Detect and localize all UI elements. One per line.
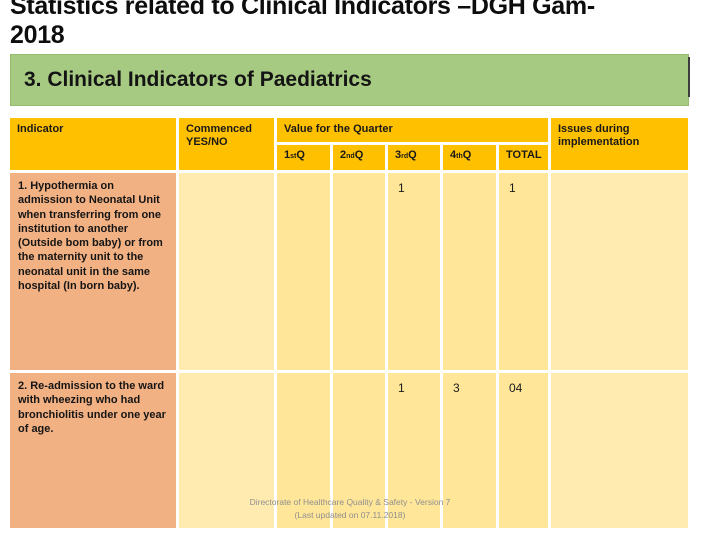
q2-num: 2: [340, 149, 347, 162]
section-banner-label: 3. Clinical Indicators of Paediatrics: [24, 68, 372, 91]
row2-q4-cell: 3: [443, 373, 496, 528]
header-value-for-quarter: Value for the Quarter: [277, 118, 548, 142]
row1-issues-cell: [551, 173, 688, 370]
row1-q2-cell: [333, 173, 385, 370]
row2-indicator-cell: 2. Re-admission to the ward with wheezin…: [10, 373, 176, 528]
header-commenced: Commenced YES/NO: [179, 118, 274, 170]
q3-ordinal: rd: [401, 152, 409, 160]
q3-suffix: Q: [408, 149, 417, 162]
q3-num: 3: [395, 149, 402, 162]
footer-line2: (Last updated on 07.11.2018): [294, 509, 406, 520]
row2-commenced-cell: [179, 373, 274, 528]
text-cursor-artifact: [688, 57, 690, 97]
clinical-indicators-table: Indicator Commenced YES/NO Value for the…: [10, 118, 688, 528]
row1-total-cell: 1: [499, 173, 548, 370]
header-issues: Issues during implementation: [551, 118, 688, 170]
q1-num: 1: [284, 149, 291, 162]
row2-total-cell: 04: [499, 373, 548, 528]
row1-q4-cell: [443, 173, 496, 370]
header-indicator: Indicator: [10, 118, 176, 170]
q1-ordinal: st: [290, 152, 297, 160]
footer-line1: Directorate of Healthcare Quality & Safe…: [249, 497, 451, 507]
row1-indicator-cell: 1. Hypothermia on admission to Neonatal …: [10, 173, 176, 370]
slide-title: Statistics related to Clinical Indicator…: [10, 0, 710, 50]
header-total: TOTAL: [499, 145, 548, 170]
row2-q2-cell: [333, 373, 385, 528]
row2-q3-cell: 1: [388, 373, 440, 528]
row2-q1-cell: [277, 373, 330, 528]
slide-title-line2: 2018: [10, 21, 65, 49]
slide-title-line1: Statistics related to Clinical Indicator…: [10, 0, 595, 20]
q2-ordinal: nd: [346, 152, 355, 160]
q2-suffix: Q: [354, 149, 364, 162]
q4-ordinal: th: [456, 152, 463, 160]
row1-q1-cell: [277, 173, 330, 370]
row1-q3-cell: 1: [388, 173, 440, 370]
slide-footer: Directorate of Healthcare Quality & Safe…: [180, 496, 520, 522]
q4-suffix: Q: [462, 149, 472, 162]
row2-issues-cell: [551, 373, 688, 528]
row1-commenced-cell: [179, 173, 274, 370]
q1-suffix: Q: [296, 149, 305, 162]
section-banner: 3. Clinical Indicators of Paediatrics: [10, 54, 689, 106]
q4-num: 4: [450, 149, 457, 162]
